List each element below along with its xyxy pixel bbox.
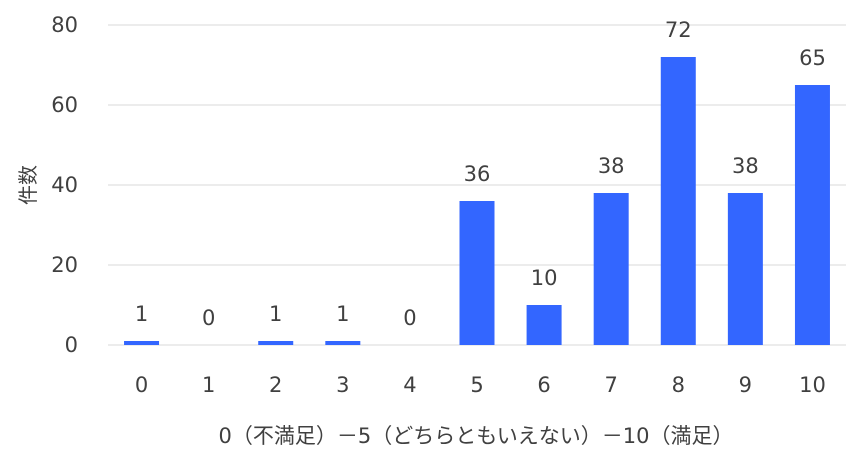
x-tick-label: 9 bbox=[739, 373, 752, 397]
x-tick-label: 3 bbox=[336, 373, 349, 397]
data-label: 0 bbox=[403, 306, 416, 330]
x-tick-label: 1 bbox=[202, 373, 215, 397]
data-label: 36 bbox=[464, 162, 491, 186]
data-label: 1 bbox=[336, 302, 349, 326]
y-tick-label: 20 bbox=[51, 253, 78, 277]
x-tick-label: 2 bbox=[269, 373, 282, 397]
x-tick-label: 0 bbox=[135, 373, 148, 397]
bar bbox=[727, 193, 763, 345]
x-tick-label: 10 bbox=[799, 373, 826, 397]
x-tick-label: 8 bbox=[672, 373, 685, 397]
bar bbox=[660, 57, 696, 345]
x-tick-label: 7 bbox=[604, 373, 617, 397]
y-tick-label: 80 bbox=[51, 13, 78, 37]
y-axis-title: 件数 bbox=[16, 165, 40, 205]
bar bbox=[258, 341, 294, 345]
data-label: 38 bbox=[598, 154, 625, 178]
data-label: 10 bbox=[531, 266, 558, 290]
data-label: 0 bbox=[202, 306, 215, 330]
bars bbox=[124, 57, 830, 345]
bar bbox=[794, 85, 830, 345]
x-axis-ticks: 0 1 2 3 4 5 6 7 8 9 10 bbox=[135, 373, 826, 397]
data-label: 65 bbox=[799, 46, 826, 70]
bar bbox=[593, 193, 629, 345]
x-tick-label: 6 bbox=[537, 373, 550, 397]
bar bbox=[124, 341, 160, 345]
bar bbox=[459, 201, 495, 345]
x-tick-label: 5 bbox=[470, 373, 483, 397]
gridlines bbox=[108, 24, 846, 346]
data-label: 38 bbox=[732, 154, 759, 178]
x-axis-title: 0（不満足）－5（どちらともいえない）－10（満足） bbox=[218, 424, 733, 448]
y-tick-label: 0 bbox=[65, 333, 78, 357]
y-axis-ticks: 0 20 40 60 80 bbox=[51, 13, 78, 357]
bar bbox=[325, 341, 361, 345]
data-label: 1 bbox=[269, 302, 282, 326]
data-label: 72 bbox=[665, 18, 692, 42]
y-tick-label: 60 bbox=[51, 93, 78, 117]
data-label: 1 bbox=[135, 302, 148, 326]
x-tick-label: 4 bbox=[403, 373, 416, 397]
bar bbox=[526, 305, 562, 345]
y-tick-label: 40 bbox=[51, 173, 78, 197]
